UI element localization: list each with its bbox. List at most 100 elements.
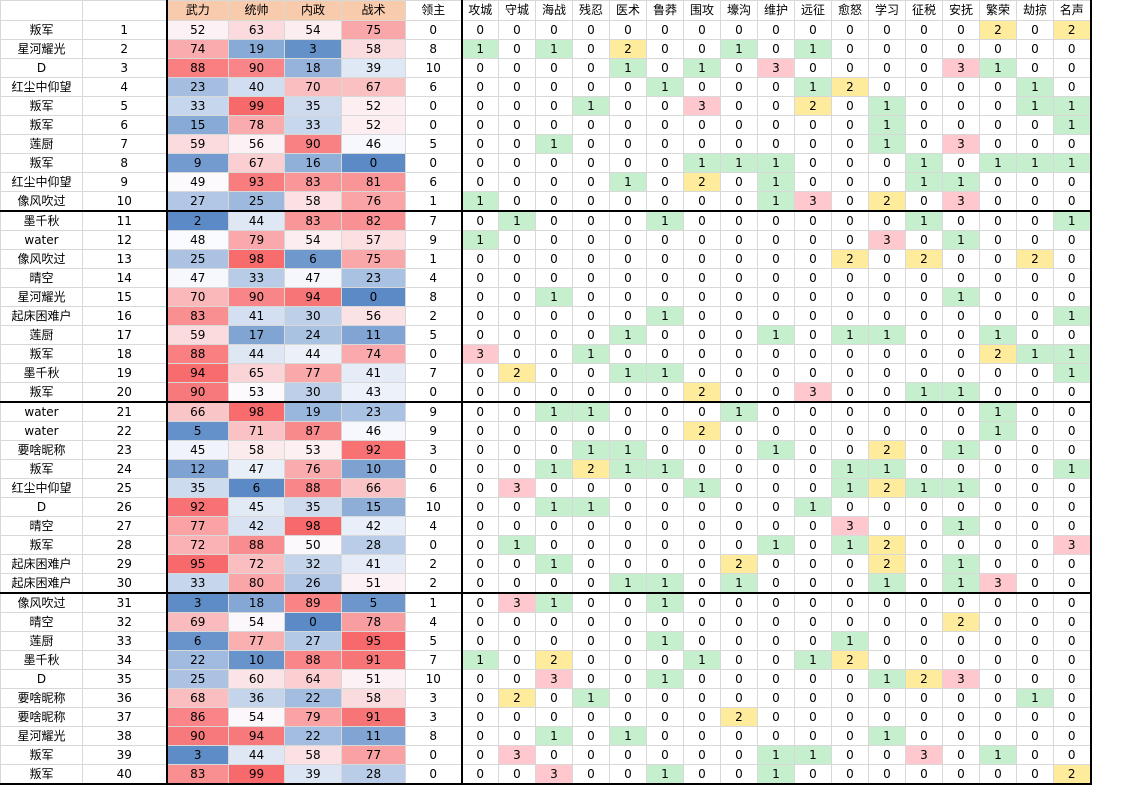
cell-skill-17[interactable]: 0 bbox=[1053, 650, 1092, 670]
cell-skill-12[interactable]: 0 bbox=[868, 249, 906, 269]
cell-skill-8[interactable]: 0 bbox=[720, 726, 758, 746]
cell-skill-2[interactable]: 0 bbox=[498, 344, 536, 364]
cell-index[interactable]: 26 bbox=[82, 497, 167, 517]
cell-skill-15[interactable]: 0 bbox=[979, 363, 1017, 383]
cell-skill-9[interactable]: 1 bbox=[757, 325, 795, 345]
cell-skill-9[interactable]: 1 bbox=[757, 153, 795, 173]
cell-skill-10[interactable]: 0 bbox=[794, 421, 832, 441]
cell-skill-15[interactable]: 0 bbox=[979, 612, 1017, 632]
cell-stat-3[interactable]: 83 bbox=[284, 210, 342, 231]
cell-skill-11[interactable]: 0 bbox=[831, 172, 869, 192]
cell-skill-10[interactable]: 0 bbox=[794, 287, 832, 307]
cell-skill-14[interactable]: 0 bbox=[942, 363, 980, 383]
cell-stat-5[interactable]: 8 bbox=[405, 39, 463, 59]
cell-skill-3[interactable]: 1 bbox=[535, 39, 573, 59]
cell-stat-1[interactable]: 27 bbox=[165, 191, 229, 212]
cell-skill-10[interactable]: 0 bbox=[794, 764, 832, 785]
cell-stat-2[interactable]: 90 bbox=[228, 287, 285, 307]
cell-skill-5[interactable]: 0 bbox=[609, 96, 647, 116]
cell-skill-8[interactable]: 0 bbox=[720, 306, 758, 326]
cell-skill-2[interactable]: 0 bbox=[498, 401, 536, 422]
cell-index[interactable]: 1 bbox=[82, 20, 167, 40]
cell-skill-6[interactable]: 1 bbox=[646, 764, 684, 785]
cell-skill-2[interactable]: 0 bbox=[498, 650, 536, 670]
cell-skill-8[interactable]: 0 bbox=[720, 497, 758, 517]
cell-skill-12[interactable]: 0 bbox=[868, 153, 906, 173]
cell-stat-4[interactable]: 10 bbox=[341, 459, 406, 479]
cell-stat-1[interactable]: 2 bbox=[165, 210, 229, 231]
cell-skill-6[interactable]: 1 bbox=[646, 573, 684, 594]
cell-skill-11[interactable]: 0 bbox=[831, 440, 869, 460]
cell-skill-3[interactable]: 0 bbox=[535, 344, 573, 364]
cell-skill-6[interactable]: 0 bbox=[646, 612, 684, 632]
cell-skill-4[interactable]: 0 bbox=[572, 249, 610, 269]
cell-skill-12[interactable]: 0 bbox=[868, 77, 906, 97]
cell-name[interactable]: 莲厨 bbox=[0, 631, 83, 651]
cell-skill-4[interactable]: 2 bbox=[572, 459, 610, 479]
cell-skill-14[interactable]: 1 bbox=[942, 516, 980, 536]
cell-stat-2[interactable]: 99 bbox=[228, 764, 285, 785]
cell-index[interactable]: 39 bbox=[82, 745, 167, 765]
cell-skill-1[interactable]: 0 bbox=[461, 421, 499, 441]
cell-skill-10[interactable]: 1 bbox=[794, 77, 832, 97]
cell-skill-11[interactable]: 0 bbox=[831, 20, 869, 40]
cell-stat-4[interactable]: 56 bbox=[341, 306, 406, 326]
cell-skill-2[interactable]: 0 bbox=[498, 39, 536, 59]
cell-skill-5[interactable]: 0 bbox=[609, 421, 647, 441]
cell-skill-6[interactable]: 0 bbox=[646, 172, 684, 192]
cell-index[interactable]: 6 bbox=[82, 115, 167, 135]
cell-skill-4[interactable]: 0 bbox=[572, 268, 610, 288]
header-skill-9[interactable]: 维护 bbox=[757, 0, 795, 21]
cell-skill-10[interactable]: 0 bbox=[794, 134, 832, 154]
cell-skill-3[interactable]: 1 bbox=[535, 497, 573, 517]
cell-skill-3[interactable]: 0 bbox=[535, 20, 573, 40]
cell-index[interactable]: 33 bbox=[82, 631, 167, 651]
cell-skill-14[interactable]: 1 bbox=[942, 172, 980, 192]
cell-skill-9[interactable]: 0 bbox=[757, 363, 795, 383]
cell-skill-8[interactable]: 0 bbox=[720, 745, 758, 765]
cell-skill-10[interactable]: 0 bbox=[794, 669, 832, 689]
cell-skill-6[interactable]: 0 bbox=[646, 20, 684, 40]
cell-skill-5[interactable]: 1 bbox=[609, 58, 647, 78]
cell-skill-16[interactable]: 0 bbox=[1016, 440, 1054, 460]
header-skill-7[interactable]: 围攻 bbox=[683, 0, 721, 21]
cell-skill-16[interactable]: 0 bbox=[1016, 39, 1054, 59]
cell-skill-11[interactable]: 0 bbox=[831, 230, 869, 250]
cell-skill-13[interactable]: 0 bbox=[905, 497, 943, 517]
cell-name[interactable]: 叛军 bbox=[0, 459, 83, 479]
cell-skill-7[interactable]: 2 bbox=[683, 421, 721, 441]
cell-name[interactable]: 晴空 bbox=[0, 268, 83, 288]
cell-stat-3[interactable]: 88 bbox=[284, 650, 342, 670]
cell-skill-1[interactable]: 0 bbox=[461, 325, 499, 345]
cell-stat-4[interactable]: 0 bbox=[341, 287, 406, 307]
cell-skill-16[interactable]: 0 bbox=[1016, 401, 1054, 422]
cell-skill-2[interactable]: 1 bbox=[498, 210, 536, 231]
cell-skill-11[interactable]: 0 bbox=[831, 421, 869, 441]
cell-stat-5[interactable]: 0 bbox=[405, 153, 463, 173]
header-name[interactable] bbox=[0, 0, 83, 21]
cell-skill-16[interactable]: 0 bbox=[1016, 592, 1054, 613]
cell-skill-5[interactable]: 1 bbox=[609, 726, 647, 746]
cell-skill-15[interactable]: 0 bbox=[979, 77, 1017, 97]
cell-stat-1[interactable]: 33 bbox=[165, 96, 229, 116]
cell-skill-3[interactable]: 0 bbox=[535, 96, 573, 116]
cell-skill-16[interactable]: 1 bbox=[1016, 153, 1054, 173]
cell-skill-5[interactable]: 0 bbox=[609, 210, 647, 231]
cell-name[interactable]: 叛军 bbox=[0, 745, 83, 765]
cell-skill-9[interactable]: 0 bbox=[757, 39, 795, 59]
cell-skill-16[interactable]: 0 bbox=[1016, 210, 1054, 231]
cell-skill-3[interactable]: 0 bbox=[535, 191, 573, 212]
cell-skill-4[interactable]: 0 bbox=[572, 669, 610, 689]
cell-skill-10[interactable]: 0 bbox=[794, 516, 832, 536]
cell-skill-14[interactable]: 0 bbox=[942, 77, 980, 97]
cell-skill-15[interactable]: 0 bbox=[979, 707, 1017, 727]
cell-skill-9[interactable]: 0 bbox=[757, 707, 795, 727]
cell-skill-17[interactable]: 0 bbox=[1053, 230, 1092, 250]
cell-stat-3[interactable]: 6 bbox=[284, 249, 342, 269]
cell-skill-12[interactable]: 0 bbox=[868, 650, 906, 670]
cell-index[interactable]: 3 bbox=[82, 58, 167, 78]
cell-stat-1[interactable]: 33 bbox=[165, 573, 229, 594]
cell-stat-3[interactable]: 90 bbox=[284, 134, 342, 154]
cell-skill-15[interactable]: 0 bbox=[979, 554, 1017, 574]
cell-skill-17[interactable]: 1 bbox=[1053, 96, 1092, 116]
